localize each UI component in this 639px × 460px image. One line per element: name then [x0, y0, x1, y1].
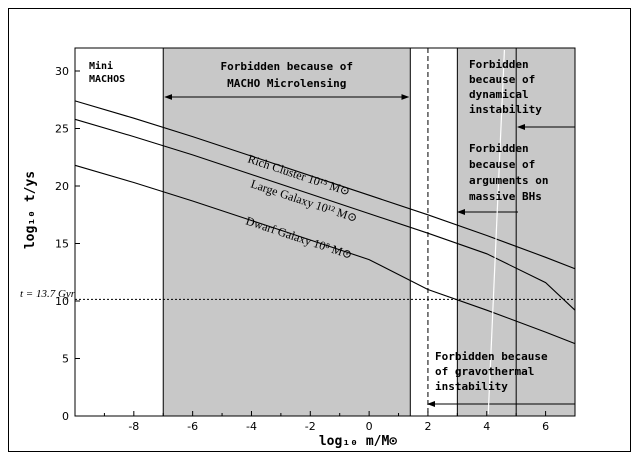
- y-tick-label-5: 25: [55, 123, 69, 136]
- age-of-universe-label: t = 13.7 Gyr: [20, 288, 76, 300]
- massive-bh-label: Forbidden because of arguments on massive B…: [469, 142, 548, 203]
- gravothermal-label: Forbidden because of gravothermal instabil…: [435, 350, 548, 393]
- annotations: Forbidden because of MACHO Microlensing Mi…: [89, 49, 548, 415]
- y-tick-label-6: 30: [55, 65, 69, 78]
- highlight-line: [487, 49, 506, 415]
- y-tick-label-3: 15: [55, 238, 69, 251]
- macho-region-label: Forbidden because of MACHO Microlensing: [221, 60, 353, 90]
- x-tick-label-7: 6: [542, 420, 549, 433]
- plot-border: [74, 47, 576, 417]
- x-tick-label-0: -8: [128, 420, 139, 433]
- y-axis-label: log₁₀ t/ys: [23, 171, 38, 249]
- dynamical-label: Forbidden because of dynamical instability: [469, 58, 542, 116]
- x-tick-label-4: 0: [366, 420, 373, 433]
- x-tick-label-1: -6: [187, 420, 198, 433]
- x-tick-label-5: 2: [424, 420, 431, 433]
- figure-frame: [8, 8, 631, 452]
- y-tick-label-2: 10: [55, 295, 69, 308]
- x-tick-label-2: -4: [246, 420, 257, 433]
- x-tick-label-3: -2: [305, 420, 316, 433]
- x-tick-label-6: 4: [483, 420, 490, 433]
- y-tick-label-4: 20: [55, 180, 69, 193]
- y-tick-label-1: 5: [62, 353, 69, 366]
- mini-machos-label: Mini MACHOS: [89, 60, 125, 85]
- arrows: [164, 94, 575, 407]
- x-axis-label: log₁₀ m/M⊙: [319, 434, 397, 449]
- axis-ticks: -8 -6 -4 -2 0 2 4 6 0 5 10 15 20 25 30: [55, 65, 576, 433]
- y-tick-label-0: 0: [62, 410, 69, 423]
